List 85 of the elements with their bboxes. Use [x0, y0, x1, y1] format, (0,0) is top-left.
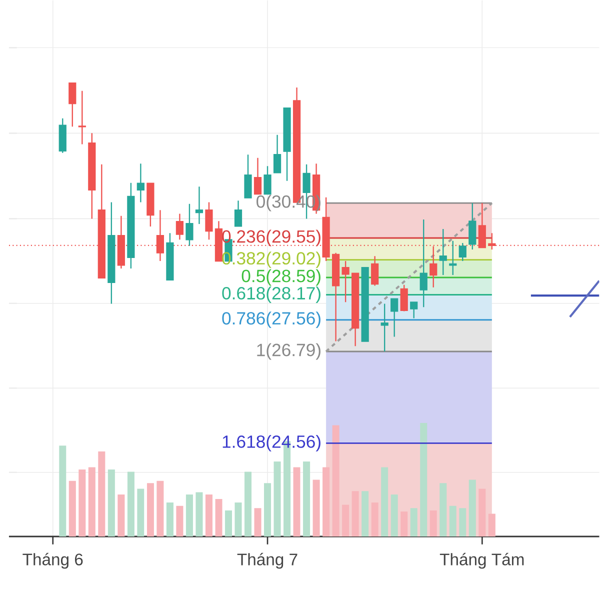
candlestick	[166, 232, 174, 281]
bar	[88, 467, 96, 537]
bar	[215, 499, 222, 537]
ref-line-label: 0.382(29.02)	[222, 252, 320, 268]
bar	[381, 467, 388, 537]
bar	[478, 489, 486, 537]
candlestick	[283, 108, 291, 182]
bar	[274, 462, 281, 537]
ref-line-label: 1.618(24.56)	[222, 435, 320, 452]
x-tick-label: Tháng Tám	[440, 553, 524, 569]
candlestick	[468, 202, 476, 250]
bar	[430, 510, 437, 537]
bar	[400, 512, 408, 537]
candlestick	[108, 202, 116, 305]
candlestick	[439, 228, 447, 276]
candlestick	[127, 182, 135, 270]
ref-line-label: 1(26.79)	[257, 343, 320, 360]
bar	[390, 494, 398, 537]
ref-line-label: 0.5(28.59)	[242, 269, 320, 286]
candlestick	[390, 298, 398, 338]
bar	[196, 492, 203, 537]
candlestick	[136, 163, 144, 204]
bar	[234, 502, 242, 537]
bar	[371, 502, 378, 537]
bar	[264, 483, 272, 537]
bar	[98, 452, 106, 537]
ref-line-label: 0.618(28.17)	[222, 286, 320, 304]
candlestick	[195, 186, 204, 225]
bar	[118, 494, 125, 537]
bar	[420, 423, 428, 537]
bar	[224, 510, 232, 537]
bar	[342, 504, 350, 537]
bar	[78, 470, 86, 537]
candlestick	[68, 82, 76, 128]
bar	[244, 472, 252, 537]
candlestick	[449, 240, 457, 276]
bar	[68, 481, 76, 537]
bar	[332, 425, 340, 537]
bar	[108, 470, 115, 537]
bar	[146, 483, 154, 537]
candlestick	[371, 256, 379, 286]
candlestick	[273, 134, 282, 174]
bar	[156, 481, 164, 537]
candlestick	[234, 200, 242, 227]
candlestick	[264, 166, 272, 195]
candlestick	[400, 284, 408, 312]
candlestick	[332, 252, 340, 342]
candlestick	[176, 213, 184, 240]
bar	[459, 508, 466, 537]
candlestick	[88, 132, 96, 220]
candlestick	[205, 202, 213, 240]
bar	[352, 491, 359, 537]
bar	[303, 462, 310, 537]
bar	[410, 508, 418, 537]
candlestick	[146, 182, 154, 228]
x-tick-label: Tháng 6	[22, 553, 83, 569]
bar	[488, 514, 496, 537]
bar	[254, 508, 262, 537]
bar	[127, 472, 134, 537]
bar	[205, 494, 212, 537]
candlestick	[58, 118, 66, 154]
bar	[449, 506, 456, 537]
bar	[468, 480, 476, 537]
bar	[322, 467, 330, 537]
candlestick	[361, 267, 369, 342]
candlestick	[420, 219, 428, 308]
bar	[362, 491, 369, 537]
bar	[176, 506, 184, 537]
candlestick	[410, 302, 418, 319]
x-tick-label: Tháng 7	[237, 553, 298, 569]
bar	[137, 489, 144, 537]
candlestick	[352, 272, 360, 347]
candlestick	[342, 260, 350, 303]
bar	[166, 502, 174, 537]
bar	[293, 467, 300, 537]
ref-line-label: 0.786(27.56)	[222, 312, 320, 328]
candlestick	[380, 303, 388, 352]
candlestick	[244, 154, 252, 199]
candlestick	[254, 157, 262, 195]
bar	[59, 446, 66, 537]
candlestick	[186, 204, 194, 247]
candlestick	[458, 242, 466, 262]
bar	[440, 483, 447, 537]
bar	[186, 494, 193, 537]
bar	[312, 480, 320, 537]
